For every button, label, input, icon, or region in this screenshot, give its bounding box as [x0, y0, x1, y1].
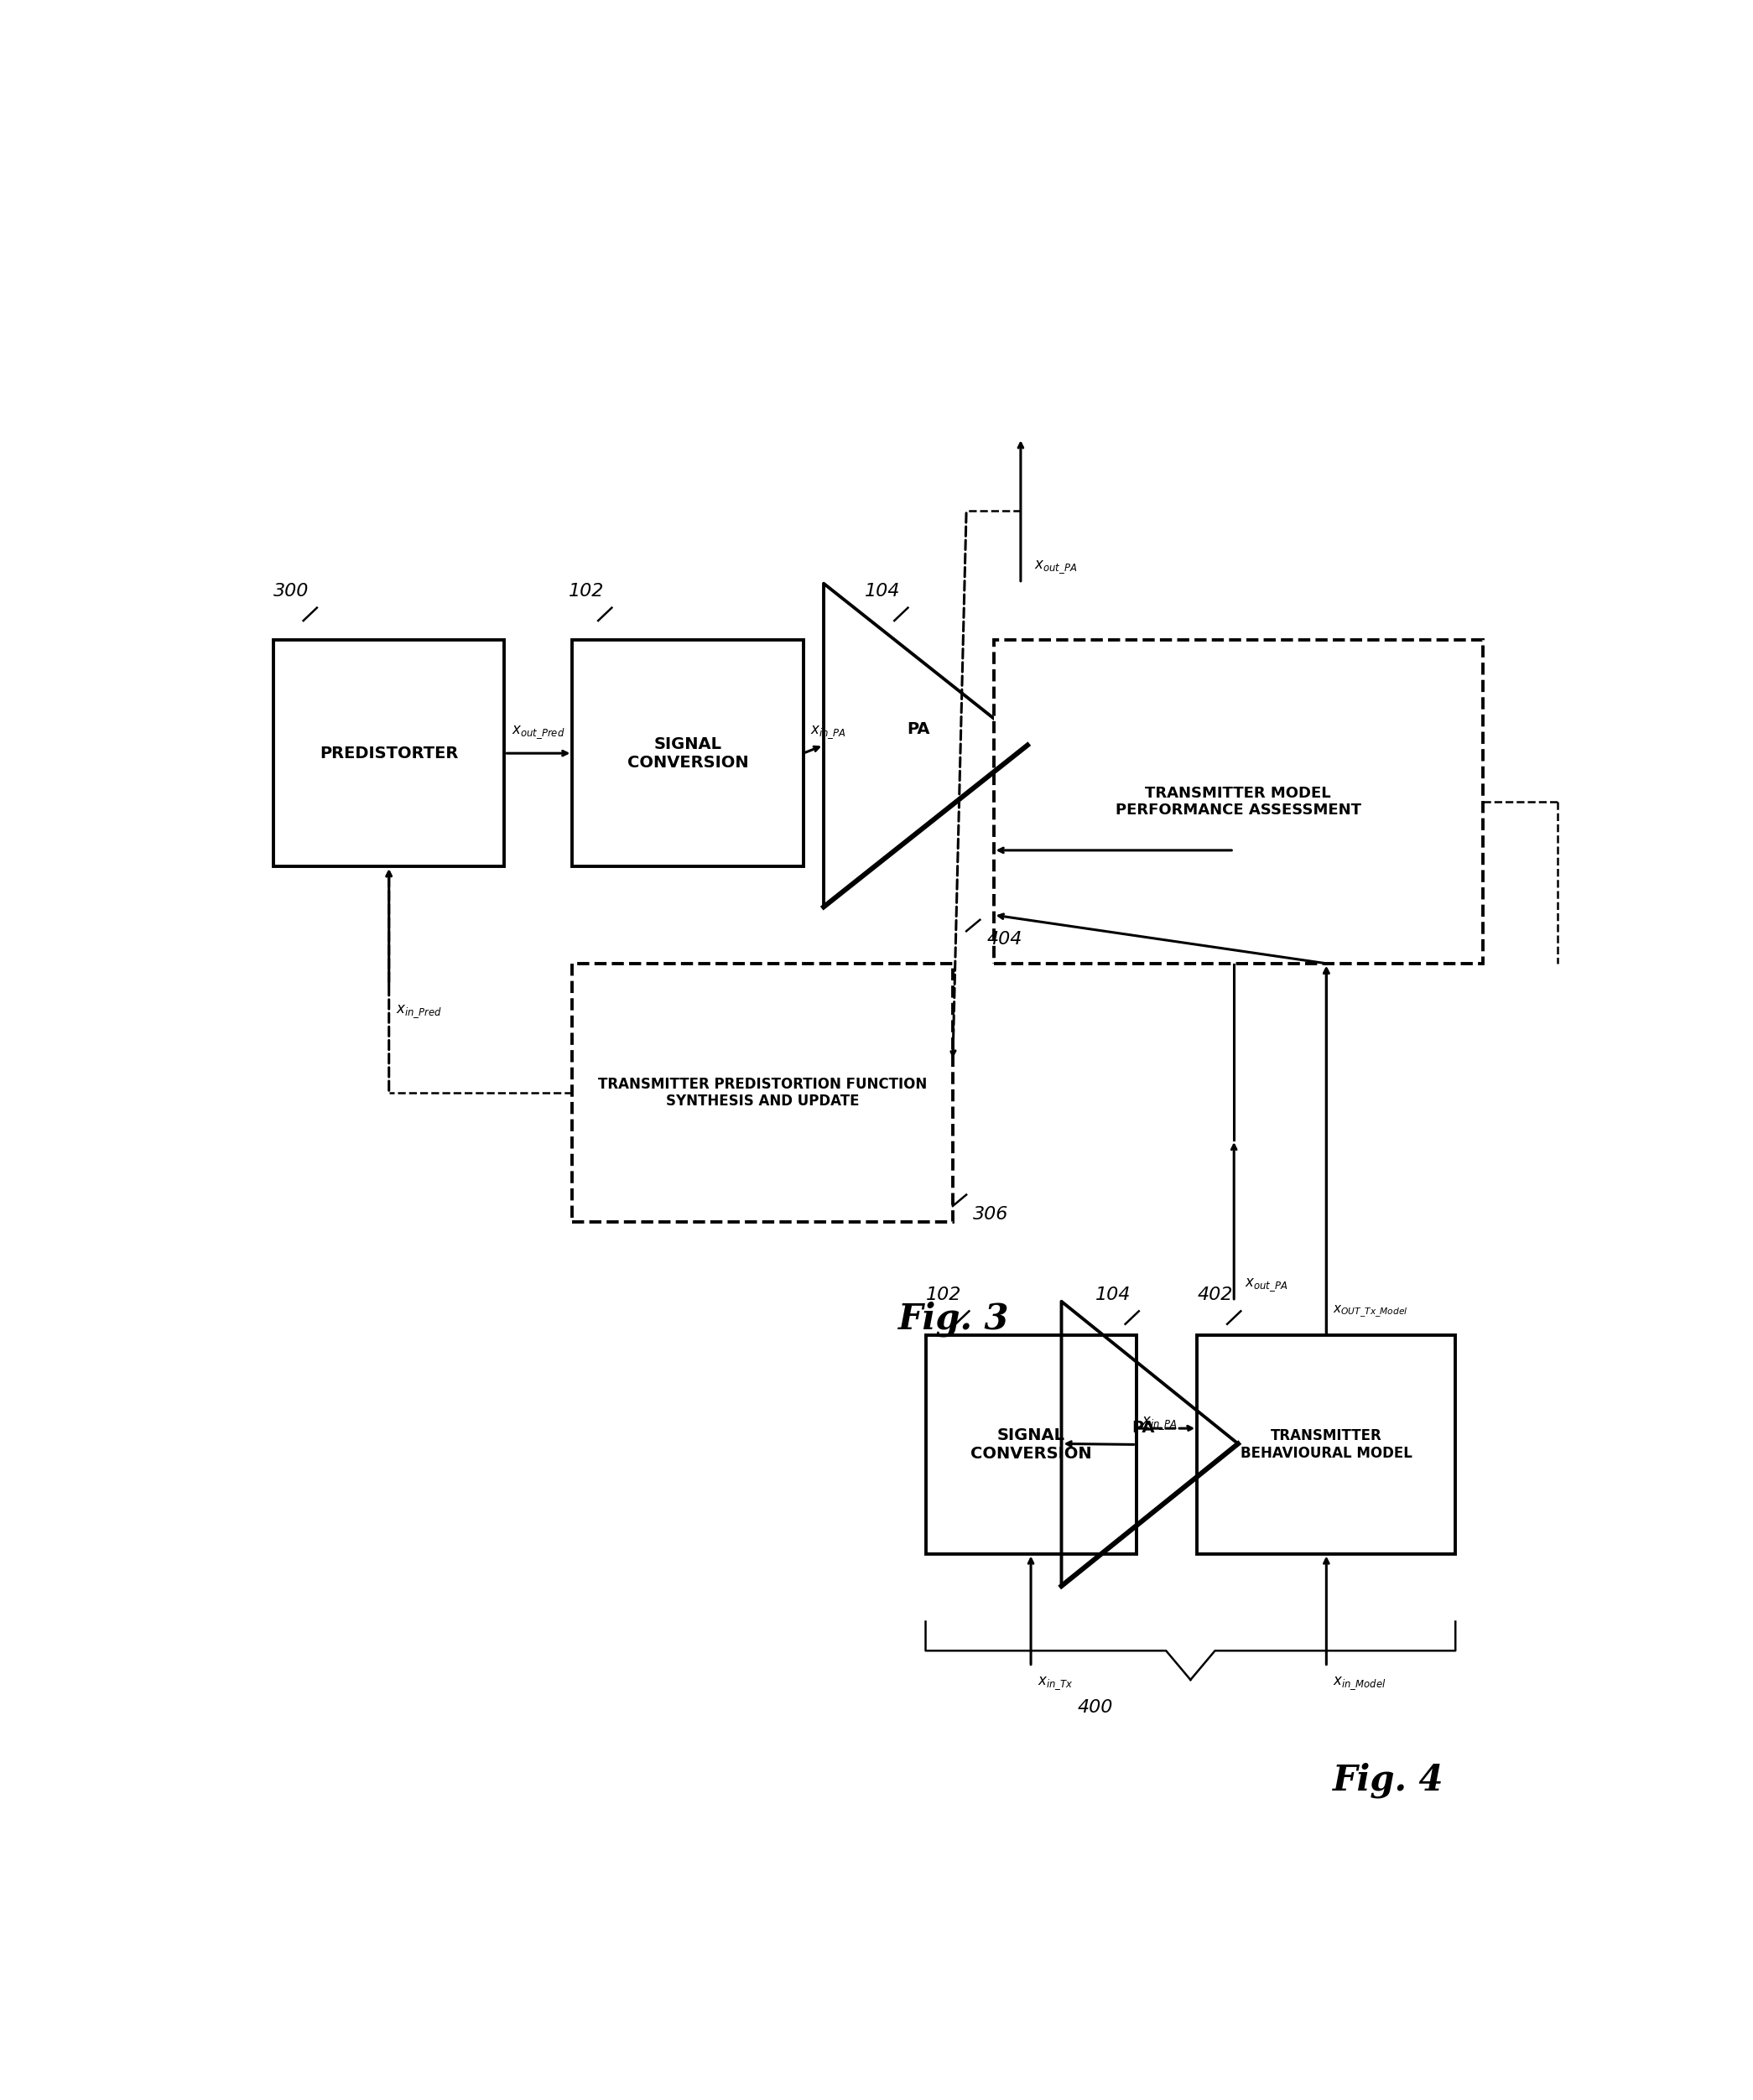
- Text: PA: PA: [1131, 1420, 1155, 1436]
- Text: $x_{in\_Tx}$: $x_{in\_Tx}$: [1038, 1676, 1073, 1690]
- Text: Fig. 3: Fig. 3: [899, 1302, 1010, 1338]
- Text: $x_{in\_PA}$: $x_{in\_PA}$: [810, 724, 847, 741]
- Text: 102: 102: [568, 584, 603, 601]
- Text: $x_{out\_PA}$: $x_{out\_PA}$: [1034, 559, 1078, 575]
- Text: SIGNAL
CONVERSION: SIGNAL CONVERSION: [969, 1428, 1092, 1462]
- FancyBboxPatch shape: [571, 964, 954, 1222]
- FancyBboxPatch shape: [571, 640, 803, 867]
- Text: 104: 104: [1096, 1287, 1131, 1304]
- Text: $x_{in\_Model}$: $x_{in\_Model}$: [1332, 1676, 1387, 1690]
- FancyBboxPatch shape: [273, 640, 505, 867]
- Text: 306: 306: [973, 1205, 1008, 1222]
- FancyBboxPatch shape: [926, 1336, 1136, 1554]
- FancyBboxPatch shape: [1197, 1336, 1455, 1554]
- Text: 404: 404: [987, 930, 1022, 947]
- Text: 402: 402: [1197, 1287, 1232, 1304]
- Text: $x_{OUT\_Tx\_Model}$: $x_{OUT\_Tx\_Model}$: [1332, 1304, 1408, 1319]
- Text: $x_{in\_PA}$: $x_{in\_PA}$: [1141, 1415, 1178, 1432]
- Text: $x_{out\_PA}$: $x_{out\_PA}$: [1245, 1277, 1288, 1294]
- Text: $x_{out\_Pred}$: $x_{out\_Pred}$: [512, 724, 564, 741]
- Text: TRANSMITTER
BEHAVIOURAL MODEL: TRANSMITTER BEHAVIOURAL MODEL: [1241, 1428, 1413, 1462]
- Text: $x_{in\_Pred}$: $x_{in\_Pred}$: [396, 1004, 442, 1021]
- FancyBboxPatch shape: [994, 640, 1483, 964]
- Text: SIGNAL
CONVERSION: SIGNAL CONVERSION: [628, 737, 749, 771]
- Text: PA: PA: [908, 720, 931, 737]
- Text: PREDISTORTER: PREDISTORTER: [319, 745, 458, 760]
- Text: 102: 102: [926, 1287, 961, 1304]
- Text: Fig. 4: Fig. 4: [1332, 1762, 1444, 1798]
- Text: 104: 104: [864, 584, 899, 601]
- Text: 400: 400: [1078, 1699, 1113, 1716]
- Text: 300: 300: [273, 584, 309, 601]
- Text: TRANSMITTER PREDISTORTION FUNCTION
SYNTHESIS AND UPDATE: TRANSMITTER PREDISTORTION FUNCTION SYNTH…: [598, 1077, 927, 1109]
- Text: TRANSMITTER MODEL
PERFORMANCE ASSESSMENT: TRANSMITTER MODEL PERFORMANCE ASSESSMENT: [1115, 785, 1360, 819]
